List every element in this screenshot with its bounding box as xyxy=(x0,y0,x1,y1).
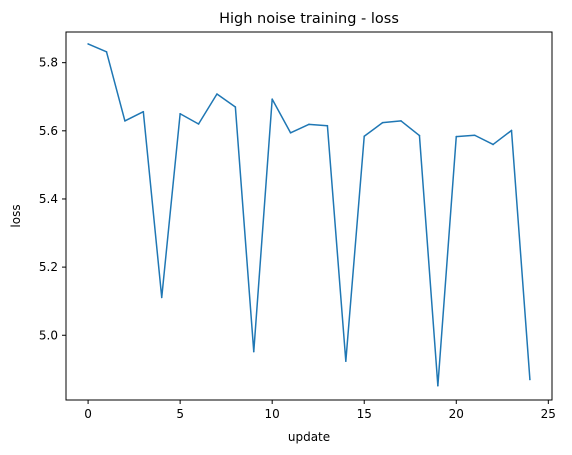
data-point xyxy=(492,143,494,146)
x-tick-label: 20 xyxy=(449,407,464,421)
data-point xyxy=(345,360,347,362)
data-point xyxy=(381,121,384,124)
data-point xyxy=(271,98,273,100)
data-point xyxy=(87,43,89,45)
x-tick-label: 10 xyxy=(265,407,280,421)
data-point xyxy=(455,135,458,138)
data-point xyxy=(529,378,531,381)
x-tick-label: 0 xyxy=(84,407,92,421)
x-tick-label: 5 xyxy=(176,407,184,421)
chart-title: High noise training - loss xyxy=(219,11,399,27)
data-point xyxy=(308,123,310,126)
y-tick-label: 5.2 xyxy=(39,260,58,274)
data-point xyxy=(363,135,366,138)
y-tick-label: 5.8 xyxy=(39,56,58,70)
data-point xyxy=(418,134,421,137)
series-layer xyxy=(87,43,531,387)
data-point xyxy=(510,129,513,132)
x-axis: 0 5 10 15 20 25 xyxy=(84,400,556,421)
data-point xyxy=(142,110,145,113)
data-point xyxy=(289,132,292,134)
plot-frame xyxy=(65,31,553,401)
y-axis-label: loss xyxy=(9,204,23,227)
data-point xyxy=(473,134,476,137)
y-tick-label: 5.4 xyxy=(39,192,58,206)
data-point xyxy=(197,123,200,125)
data-point xyxy=(400,120,402,122)
data-point xyxy=(252,350,255,353)
data-point xyxy=(160,296,163,299)
y-tick-label: 5.0 xyxy=(39,328,58,342)
plot-area: 0 5 10 15 20 25 5.0 5.2 5.4 5.6 5.8 xyxy=(39,31,556,421)
data-point xyxy=(124,120,126,122)
x-axis-label: update xyxy=(288,430,330,444)
data-point xyxy=(326,124,329,127)
data-point xyxy=(216,93,218,95)
y-axis: 5.0 5.2 5.4 5.6 5.8 xyxy=(39,56,66,342)
y-tick-label: 5.6 xyxy=(39,124,58,138)
data-point xyxy=(105,50,108,53)
data-point xyxy=(179,112,181,115)
x-tick-label: 25 xyxy=(541,407,556,421)
data-point xyxy=(234,106,237,108)
x-tick-label: 15 xyxy=(357,407,372,421)
data-point xyxy=(437,384,439,387)
